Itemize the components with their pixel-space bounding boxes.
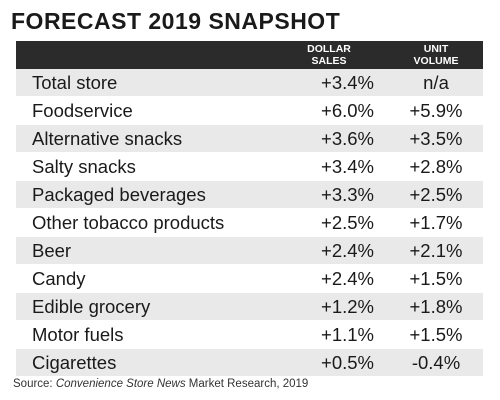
category-label: Other tobacco products (32, 212, 225, 233)
category-label: Alternative snacks (32, 128, 183, 149)
category-label: Edible grocery (32, 296, 151, 317)
source-publication: Convenience Store News (55, 378, 186, 390)
table-row: Foodservice +6.0% +5.9% (16, 97, 483, 125)
table-row: Total store +3.4% n/a (16, 69, 483, 97)
category-label: Salty snacks (32, 156, 136, 177)
category-label: Candy (32, 268, 86, 289)
table-row: Cigarettes +0.5% -0.4% (16, 349, 483, 377)
dollar-sales-value: +2.4% (321, 240, 374, 261)
dollar-sales-value: +2.4% (321, 268, 374, 289)
table-row: Other tobacco products +2.5% +1.7% (16, 209, 483, 237)
source-suffix: Market Research, 2019 (185, 378, 309, 390)
dollar-sales-value: +3.4% (321, 72, 374, 93)
table-row: Edible grocery +1.2% +1.8% (16, 293, 483, 321)
unit-volume-value: +1.5% (409, 268, 463, 289)
unit-volume-value: +5.9% (409, 100, 463, 121)
table-row: Motor fuels +1.1% +1.5% (16, 321, 483, 349)
header-unit-volume: UNIT VOLUME (413, 43, 459, 67)
table-row: Alternative snacks +3.6% +3.5% (16, 125, 483, 153)
dollar-sales-value: +1.2% (321, 296, 374, 317)
unit-volume-value: +2.8% (409, 156, 463, 177)
category-label: Cigarettes (32, 352, 117, 373)
category-label: Foodservice (32, 100, 133, 121)
table-header: DOLLAR SALES UNIT VOLUME (16, 41, 483, 69)
chart-title: FORECAST 2019 SNAPSHOT (11, 8, 341, 34)
dollar-sales-value: +0.5% (321, 352, 374, 373)
dollar-sales-value: +3.4% (321, 156, 374, 177)
dollar-sales-value: +3.6% (321, 128, 374, 149)
dollar-sales-value: +1.1% (321, 324, 374, 345)
table-row: Packaged beverages +3.3% +2.5% (16, 181, 483, 209)
category-label: Beer (32, 240, 72, 261)
dollar-sales-value: +2.5% (321, 212, 374, 233)
unit-volume-value: +2.1% (409, 240, 463, 261)
table-row: Beer +2.4% +2.1% (16, 237, 483, 265)
source-prefix: Source: (13, 378, 56, 390)
table-body: Total store +3.4% n/a Foodservice +6.0% +5.9%… (16, 69, 483, 377)
unit-volume-value: +1.7% (409, 212, 463, 233)
unit-volume-value: +1.8% (409, 296, 463, 317)
table-row: Salty snacks +3.4% +2.8% (16, 153, 483, 181)
dollar-sales-value: +6.0% (321, 100, 374, 121)
unit-volume-value: -0.4% (411, 352, 461, 373)
category-label: Packaged beverages (32, 184, 206, 205)
source-note: Source: Convenience Store News Market Re… (13, 378, 308, 390)
unit-volume-value: +3.5% (409, 128, 463, 149)
unit-volume-value: +1.5% (409, 324, 463, 345)
header-dollar-sales: DOLLAR SALES (307, 43, 351, 67)
dollar-sales-value: +3.3% (321, 184, 374, 205)
unit-volume-value: n/a (423, 72, 449, 93)
table-row: Candy +2.4% +1.5% (16, 265, 483, 293)
unit-volume-value: +2.5% (409, 184, 463, 205)
category-label: Motor fuels (32, 324, 124, 345)
category-label: Total store (32, 72, 118, 93)
forecast-table: DOLLAR SALES UNIT VOLUME Total store +3.4% n… (16, 41, 483, 377)
